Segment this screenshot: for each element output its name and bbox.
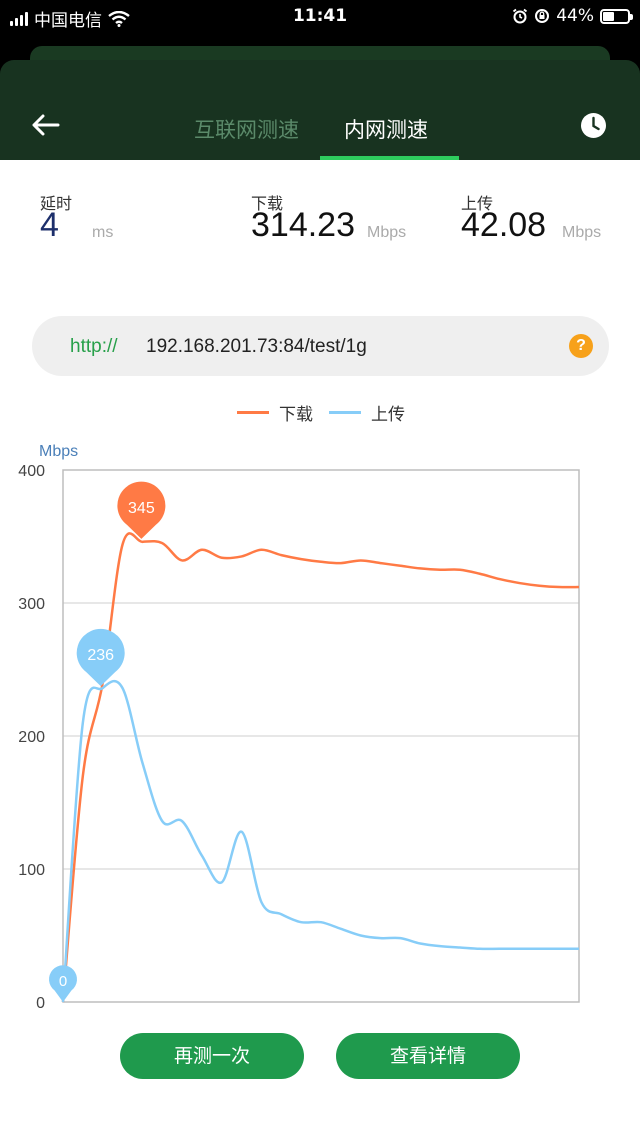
arrow-left-icon bbox=[32, 114, 60, 136]
retest-button[interactable]: 再测一次 bbox=[120, 1033, 304, 1079]
url-protocol: http:// bbox=[70, 336, 118, 357]
legend-upload-swatch bbox=[329, 411, 361, 414]
upload-peak-marker-label: 236 bbox=[87, 647, 114, 664]
alarm-icon bbox=[513, 8, 528, 24]
details-button[interactable]: 查看详情 bbox=[336, 1033, 520, 1079]
latency-value: 4 bbox=[40, 206, 59, 244]
download-series-line bbox=[61, 532, 580, 1003]
clock-time: 11:41 bbox=[292, 6, 348, 26]
wifi-icon bbox=[108, 10, 130, 27]
legend-download-swatch bbox=[237, 411, 269, 414]
active-tab-indicator bbox=[320, 156, 459, 160]
header-bar: 互联网测速 内网测速 bbox=[0, 60, 640, 160]
download-label: 下载 bbox=[251, 194, 284, 213]
upload-series-line bbox=[61, 679, 579, 1003]
battery-percent: 44% bbox=[556, 6, 594, 26]
status-right: 44% bbox=[512, 6, 633, 26]
plot-frame bbox=[62, 469, 580, 1003]
tab-lan-speed[interactable]: 内网测速 bbox=[344, 118, 428, 142]
latency-unit: ms bbox=[92, 224, 114, 241]
carrier-name: 中国电信 bbox=[34, 11, 102, 31]
battery-icon bbox=[600, 8, 633, 24]
rotation-lock-icon bbox=[535, 9, 550, 23]
upload-peak-marker: 236 bbox=[76, 628, 125, 687]
legend-download: 下载 bbox=[237, 400, 313, 425]
download-peak-marker: 345 bbox=[117, 481, 166, 539]
y-axis-label: Mbps bbox=[39, 443, 79, 460]
upload-peak-marker-shape bbox=[76, 628, 125, 687]
speed-chart: 0 100 200 300 400 345 236 0 bbox=[18, 463, 580, 1012]
latency-label: 延时 bbox=[40, 194, 73, 213]
help-icon[interactable]: ? bbox=[569, 334, 593, 358]
y-tick-label: 300 bbox=[18, 596, 45, 613]
clock-icon bbox=[581, 113, 606, 138]
url-address[interactable]: 192.168.201.73:84/test/1g bbox=[146, 336, 367, 357]
back-button[interactable] bbox=[30, 110, 66, 140]
app-header: 互联网测速 内网测速 bbox=[0, 34, 640, 160]
download-unit: Mbps bbox=[367, 224, 407, 241]
y-tick-label: 400 bbox=[18, 463, 45, 480]
signal-icon bbox=[10, 11, 28, 26]
y-tick-label: 0 bbox=[36, 995, 45, 1012]
upload-label: 上传 bbox=[461, 194, 494, 213]
tab-internet-speed[interactable]: 互联网测速 bbox=[194, 118, 299, 142]
y-tick-label: 100 bbox=[18, 862, 45, 879]
y-tick-label: 200 bbox=[18, 729, 45, 746]
legend-upload-label: 上传 bbox=[371, 405, 405, 425]
legend-upload: 上传 bbox=[329, 400, 405, 425]
status-bar: 中国电信 11:41 44% bbox=[0, 0, 640, 34]
upload-start-marker-shape bbox=[49, 965, 77, 1002]
upload-start-marker-label: 0 bbox=[59, 973, 67, 990]
status-left: 中国电信 bbox=[10, 6, 130, 31]
download-peak-marker-shape bbox=[117, 481, 166, 539]
legend-download-label: 下载 bbox=[279, 405, 313, 425]
url-input-box[interactable]: http:// 192.168.201.73:84/test/1g ? bbox=[32, 316, 609, 376]
upload-value: 42.08 bbox=[461, 206, 547, 244]
upload-start-marker: 0 bbox=[49, 965, 77, 1002]
download-peak-marker-label: 345 bbox=[128, 500, 155, 517]
upload-unit: Mbps bbox=[562, 224, 602, 241]
download-value: 314.23 bbox=[251, 206, 355, 244]
battery-fill bbox=[603, 11, 614, 21]
history-button[interactable] bbox=[580, 112, 607, 139]
